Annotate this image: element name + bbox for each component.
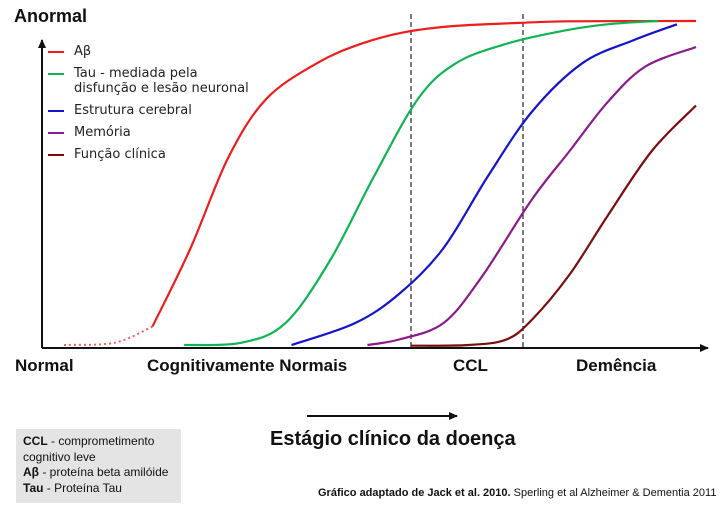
- y-axis-label: Anormal: [14, 6, 88, 26]
- legend-label-abeta: Aβ: [74, 44, 92, 59]
- series-line-structure: [291, 23, 678, 347]
- stage-label-normal: Normal: [15, 356, 74, 375]
- legend-label-clinical: Função clínica: [74, 147, 166, 162]
- legend-label-structure: Estrutura cerebral: [74, 103, 192, 118]
- series-line-tau: [184, 19, 659, 347]
- note-abeta-text: - proteína beta amilóide: [39, 465, 169, 479]
- x-axis-label: Estágio clínico da doença: [270, 428, 516, 450]
- stage-label-ccl: CCL: [453, 356, 488, 375]
- source-credit: Gráfico adaptado de Jack et al. 2010. Sp…: [318, 487, 716, 499]
- abbreviations-box: CCL - comprometimento cognitivo leve Aβ …: [16, 429, 181, 503]
- note-abeta-key: Aβ: [23, 465, 39, 479]
- series-line-abeta: [151, 19, 697, 327]
- legend-swatch-structure: [48, 110, 64, 112]
- source-credit-rest: Sperling et al Alzheimer & Dementia 2011: [510, 487, 717, 499]
- legend-swatch-memory: [48, 132, 64, 134]
- legend-swatch-tau: [48, 73, 64, 75]
- legend-item-tau: Tau - mediada pela disfunção e lesão neu…: [48, 66, 249, 96]
- legend-label-tau: Tau - mediada pela disfunção e lesão neu…: [74, 66, 249, 96]
- series-line-abeta-dotted: [63, 325, 153, 346]
- legend-swatch-clinical: [48, 154, 64, 156]
- note-abeta: Aβ - proteína beta amilóide: [23, 465, 174, 481]
- note-tau-key: Tau: [23, 480, 44, 495]
- legend: Aβ Tau - mediada pela disfunção e lesão …: [48, 44, 249, 169]
- legend-item-abeta: Aβ: [48, 44, 249, 59]
- note-ccl-key: CCL: [23, 434, 48, 448]
- note-ccl: CCL - comprometimento cognitivo leve: [23, 434, 174, 465]
- series-line-memory: [367, 45, 697, 347]
- legend-item-structure: Estrutura cerebral: [48, 103, 249, 118]
- legend-item-memory: Memória: [48, 125, 249, 140]
- stage-label-cognitively-normal: Cognitivamente Normais: [147, 356, 348, 375]
- source-credit-bold: Gráfico adaptado de Jack et al. 2010.: [318, 487, 511, 499]
- note-tau-text: - Proteína Tau: [43, 480, 122, 495]
- legend-label-memory: Memória: [74, 125, 131, 140]
- stage-label-dementia: Demência: [576, 356, 657, 375]
- legend-item-clinical: Função clínica: [48, 147, 249, 162]
- series-line-clinical: [411, 104, 697, 347]
- legend-swatch-abeta: [48, 51, 64, 53]
- note-ccl-text: - comprometimento cognitivo leve: [23, 434, 155, 464]
- note-tau: Tau - Proteína Tau: [23, 481, 174, 497]
